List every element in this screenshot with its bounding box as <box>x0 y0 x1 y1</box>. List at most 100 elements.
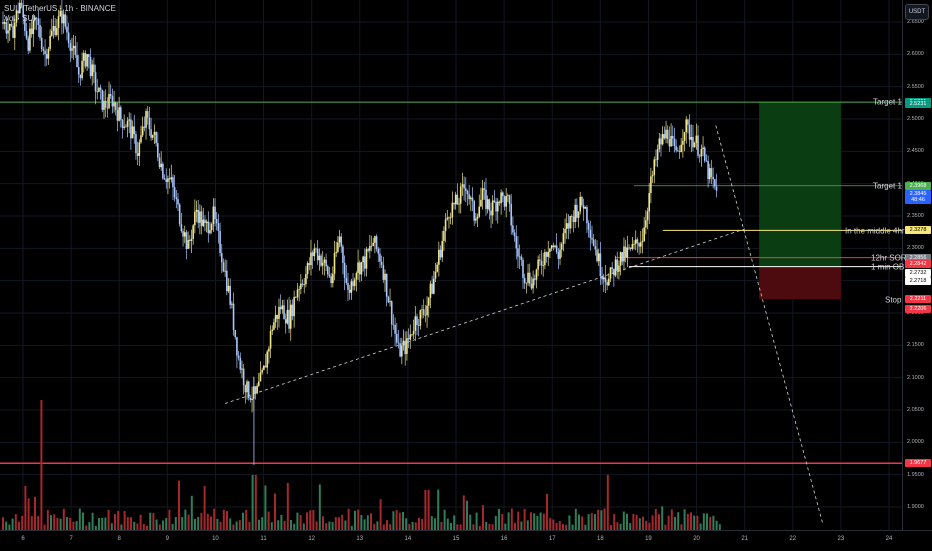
candle-body <box>180 224 183 232</box>
volume-bar <box>677 512 680 530</box>
symbol-header: SUI / TetherUS · 1h · BINANCE Vol · SUI <box>4 4 116 24</box>
candle-body <box>119 107 122 120</box>
candle-body <box>315 248 317 250</box>
candle-body <box>212 206 215 225</box>
volume-bar <box>600 510 603 530</box>
candle-body <box>286 309 289 324</box>
candle-body <box>170 177 173 180</box>
candle-body <box>323 259 326 263</box>
candle-body <box>459 186 462 204</box>
candle-body <box>279 306 282 310</box>
symbol-title[interactable]: SUI / TetherUS · 1h · BINANCE <box>4 4 116 13</box>
candle-body <box>192 225 194 239</box>
volume-bar <box>366 515 369 530</box>
volume-bar <box>219 521 222 530</box>
candle-body <box>188 239 191 241</box>
volume-bar <box>459 524 462 530</box>
volume-bar <box>517 511 520 530</box>
volume-bar <box>59 518 62 530</box>
candle-body <box>52 25 55 31</box>
candle-body <box>342 246 344 263</box>
candle-body <box>266 351 269 368</box>
candle-body <box>453 202 455 205</box>
candle-body <box>151 134 154 138</box>
candle-body <box>71 48 73 51</box>
candle-body <box>99 87 102 90</box>
time-tick-label: 13 <box>356 536 364 542</box>
time-axis[interactable]: 6 7 8 9 10 11 12 13 14 15 16 17 18 19 20 21 22 23 24 <box>0 530 932 551</box>
candle-body <box>360 262 363 275</box>
volume-bar <box>706 513 708 530</box>
volume-bar <box>395 509 398 530</box>
price-tag: 2.2842 <box>905 260 931 269</box>
volume-bar <box>414 522 417 530</box>
candle-body <box>59 10 62 17</box>
candle-body <box>375 236 378 249</box>
volume-indicator-label[interactable]: Vol · SUI <box>4 14 36 23</box>
candle-body <box>695 135 698 144</box>
price-axis[interactable]: 2.65002.60002.55002.50002.45002.40002.35… <box>902 0 932 530</box>
volume-bar <box>405 518 408 530</box>
volume-bar <box>318 484 321 530</box>
time-tick-label: 18 <box>596 536 604 542</box>
candle-body <box>708 168 711 180</box>
candle-body <box>589 229 592 238</box>
candle-body <box>576 204 578 218</box>
candle-body <box>570 216 573 217</box>
volume-bar <box>443 509 446 530</box>
candle-body <box>675 146 677 151</box>
candle-body <box>25 31 28 39</box>
candle-body <box>544 252 546 266</box>
candle-body <box>69 43 72 51</box>
volume-bar <box>424 490 427 530</box>
candle-body <box>251 398 253 400</box>
currency-button[interactable]: USDT <box>905 4 929 20</box>
price-chart[interactable] <box>0 0 902 530</box>
candle-body <box>205 221 208 224</box>
time-tick-label: 8 <box>117 536 121 542</box>
candle-body <box>581 197 583 206</box>
candle-body <box>187 239 189 250</box>
candle-body <box>367 249 369 251</box>
candle-body <box>308 263 311 266</box>
candle-body <box>173 187 176 198</box>
volume-bar <box>696 515 699 530</box>
candle-body <box>345 277 348 283</box>
volume-bar <box>590 513 593 530</box>
volume-bar <box>94 525 97 530</box>
candle-body <box>106 107 109 109</box>
volume-bar <box>626 513 628 530</box>
ob-1min-label: 1 min OB <box>871 262 905 272</box>
candle-body <box>10 23 13 26</box>
price-tick-label: 2.1500 <box>907 342 924 349</box>
candle-body <box>190 238 193 241</box>
volume-bar <box>107 509 110 530</box>
volume-bar <box>690 512 692 530</box>
volume-bar <box>299 515 302 530</box>
candle-body <box>584 207 587 209</box>
volume-bar <box>251 475 254 530</box>
candle-body <box>670 135 672 147</box>
volume-bar <box>34 496 36 530</box>
candle-body <box>335 251 338 254</box>
volume-bar <box>472 524 475 530</box>
candle-body <box>15 10 18 23</box>
time-tick-label: 24 <box>885 536 893 542</box>
candle-body <box>111 96 114 107</box>
candle-body <box>451 202 454 218</box>
candle-body <box>247 381 250 398</box>
candle-body <box>414 316 417 331</box>
volume-bar <box>162 520 164 530</box>
candle-body <box>104 100 107 108</box>
middle-4hr-label: In the middle 4hr <box>845 226 905 236</box>
volume-bar <box>254 475 257 530</box>
candle-body <box>438 249 440 265</box>
volume-bar <box>178 480 180 530</box>
candle-body <box>421 309 423 311</box>
volume-bar <box>338 517 340 530</box>
volume-bar <box>645 520 648 530</box>
candle-body <box>464 188 467 191</box>
volume-bar <box>306 512 308 530</box>
volume-bar <box>440 521 443 530</box>
volume-bar <box>581 516 584 530</box>
